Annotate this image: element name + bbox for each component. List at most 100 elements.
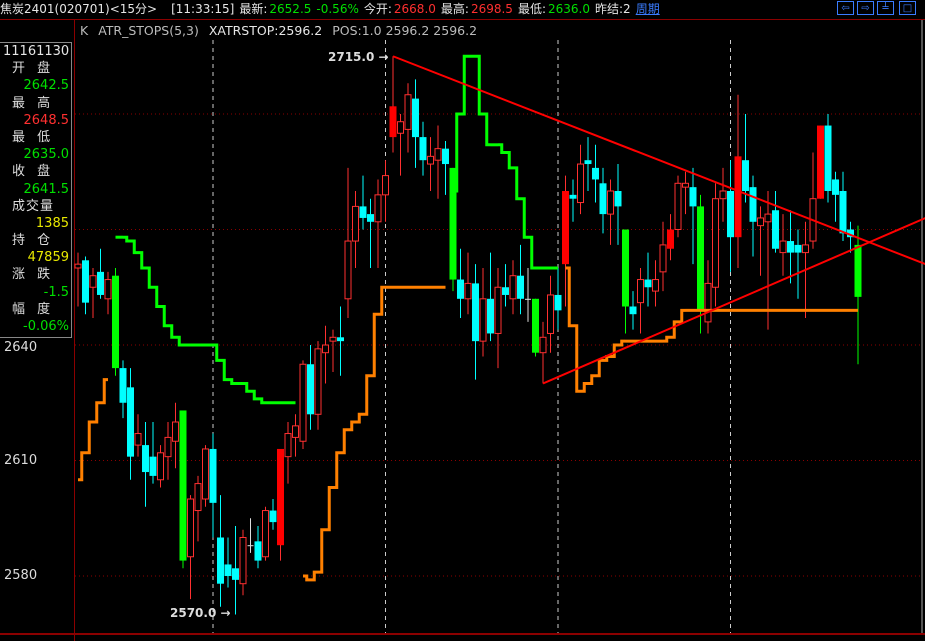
candle-down <box>232 568 239 580</box>
candle-up <box>239 537 247 585</box>
y-axis-line <box>74 20 75 641</box>
candle-up <box>659 244 667 273</box>
candle-down <box>254 541 262 561</box>
atr-stop-upper-line <box>453 112 461 193</box>
atr-stop-lower-line <box>595 358 603 378</box>
y-tick-label: 2640 <box>4 340 38 355</box>
candle-up <box>577 163 584 204</box>
candle-up <box>547 294 554 334</box>
candle-down <box>794 244 802 253</box>
candle-down <box>337 337 344 342</box>
candle-down <box>592 167 599 180</box>
atr-stop-lower-line <box>610 343 618 359</box>
candle-up <box>427 155 434 165</box>
candle-doji <box>525 298 531 300</box>
candle-down <box>472 283 479 342</box>
candle-up <box>479 298 487 342</box>
candle-up <box>164 436 172 458</box>
candle-down <box>367 214 374 222</box>
prev-settle: 昨结:2 <box>595 2 631 16</box>
k-label: K <box>80 23 89 38</box>
layout-icon[interactable]: ╧ <box>877 1 894 15</box>
candle-down <box>419 137 427 161</box>
volume-value: 1385 <box>35 215 69 231</box>
candle-down <box>839 191 847 234</box>
pct-value: -0.06% <box>23 319 69 334</box>
buy-signal-bar <box>389 106 397 138</box>
candle-down <box>554 294 562 311</box>
candle-down <box>832 179 839 195</box>
period-button[interactable]: 周期 <box>635 2 660 16</box>
open-label: 开 盘 <box>12 61 55 77</box>
quote-time: [11:33:15] <box>171 2 235 16</box>
open-value: 2642.5 <box>23 78 70 94</box>
maximize-icon[interactable]: □ <box>899 1 916 15</box>
scrollbar[interactable] <box>921 20 923 633</box>
candle-up <box>764 213 772 223</box>
change-value: -1.5 <box>43 284 69 300</box>
atr-stop-lower-line <box>663 335 671 343</box>
candle-down <box>487 298 494 334</box>
high-marker: 2715.0 → <box>328 50 389 64</box>
atr-stop-lower-line <box>325 485 333 532</box>
low-marker: 2570.0 → <box>170 606 231 620</box>
y-tick-label: 2580 <box>4 568 38 583</box>
candle-down <box>412 98 419 138</box>
candle-down <box>689 187 697 207</box>
bottom-divider <box>0 633 925 635</box>
candle-up <box>157 452 164 481</box>
candle-up <box>464 282 472 300</box>
indicator-name[interactable]: ATR_STOPS(5,3) <box>98 23 199 38</box>
sell-signal-bar <box>449 167 457 280</box>
candle-down <box>307 364 314 415</box>
atr-stop-lower-line <box>603 355 611 362</box>
candle-up <box>539 336 547 354</box>
candle-up <box>329 336 337 342</box>
candle-up <box>607 190 614 215</box>
candle-up <box>352 205 359 242</box>
candle-up <box>194 483 202 512</box>
candle-up <box>404 94 412 130</box>
atr-stop-upper-line <box>138 251 146 270</box>
atr-stop-upper-line <box>498 143 506 154</box>
next-icon[interactable]: ⇨ <box>857 1 874 15</box>
atr-stop-upper-line <box>160 305 168 328</box>
atr-stop-lower-line <box>318 528 326 574</box>
open-label: 今开: <box>363 2 392 16</box>
candle-up <box>262 510 269 558</box>
atr-stop-upper-line <box>520 197 528 239</box>
atr-stop-upper-line <box>228 378 236 385</box>
low-value: 2635.0 <box>23 147 70 163</box>
candle-up <box>284 433 292 458</box>
candle-down <box>359 206 367 218</box>
candle-up <box>322 344 329 354</box>
candle-down <box>149 456 157 476</box>
low-value: 2636.0 <box>548 2 590 16</box>
high-value: 2648.5 <box>23 112 70 128</box>
low-label: 最 低 <box>12 129 55 145</box>
buy-signal-bar <box>817 125 824 199</box>
candle-up <box>637 279 644 304</box>
candle-up <box>712 198 719 288</box>
high-label: 最 高 <box>12 95 55 111</box>
prev-icon[interactable]: ⇦ <box>837 1 854 15</box>
candle-up <box>104 279 112 300</box>
candle-up <box>172 421 179 442</box>
bar-time: 11161130 <box>3 44 70 59</box>
candle-down <box>749 187 757 222</box>
candle-up <box>382 175 389 196</box>
atr-stop-upper-line <box>483 112 491 147</box>
atr-stop-lower-line <box>340 428 348 455</box>
atr-stop-lower-line <box>565 266 573 328</box>
atr-stop-lower-line <box>618 339 626 347</box>
candle-down <box>629 306 637 315</box>
candle-down <box>224 564 232 576</box>
high-value: 2698.5 <box>470 2 513 16</box>
indicator-header: K ATR_STOPS(5,3) XATRSTOP:2596.2 POS:1.0… <box>80 23 483 38</box>
atr-stop-upper-line <box>250 389 258 401</box>
atr-stop-lower-line <box>100 378 108 405</box>
candle-down <box>217 537 224 584</box>
volume-label: 成交量 <box>12 198 55 214</box>
atr-stop-lower-line <box>333 451 341 489</box>
